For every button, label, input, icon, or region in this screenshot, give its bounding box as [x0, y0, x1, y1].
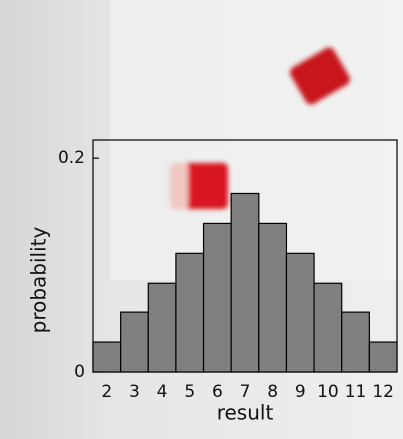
y-tick-label: 0.2: [58, 148, 85, 168]
x-tick-label: 4: [157, 382, 168, 402]
bar: [368, 341, 398, 373]
bar: [285, 252, 315, 373]
bar: [120, 311, 149, 373]
x-tick-label: 12: [372, 382, 394, 402]
x-axis-label: result: [217, 401, 274, 425]
bar: [92, 341, 122, 373]
x-tick-label: 5: [184, 382, 195, 402]
bar: [202, 222, 232, 373]
bar: [230, 192, 260, 373]
x-tick-label: 11: [345, 382, 367, 402]
bar: [313, 282, 343, 373]
x-tick-label: 10: [317, 382, 339, 402]
x-tick-label: 3: [129, 382, 140, 402]
x-tick-label: 8: [267, 382, 278, 402]
bar: [147, 282, 177, 373]
bar: [258, 222, 288, 373]
x-tick-label: 9: [295, 382, 306, 402]
bar: [175, 252, 205, 373]
y-tick-label: 0: [74, 362, 85, 382]
bar: [341, 311, 370, 373]
die-middle: [170, 163, 228, 209]
x-tick-label: 6: [212, 382, 223, 402]
x-tick-label: 2: [101, 382, 112, 402]
x-tick-label: 7: [240, 382, 251, 402]
y-axis-label: probability: [27, 226, 51, 333]
die-top: [290, 47, 350, 105]
